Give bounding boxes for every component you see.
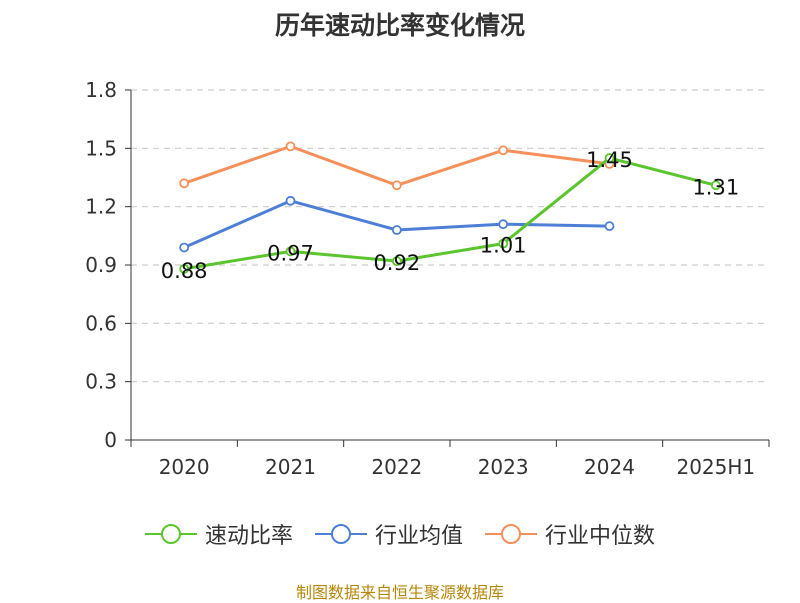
legend-item-industry-median[interactable]: 行业中位数 — [485, 518, 655, 550]
data-point — [604, 221, 615, 232]
series-line — [183, 144, 610, 187]
data-label: 1.45 — [586, 148, 633, 172]
x-tick-label: 2025H1 — [676, 455, 755, 479]
x-tick-label: 2024 — [584, 455, 635, 479]
data-label: 0.88 — [161, 259, 208, 283]
data-point — [179, 242, 190, 253]
x-tick-label: 2022 — [371, 455, 422, 479]
data-point — [498, 145, 509, 156]
legend-label-quick-ratio: 速动比率 — [204, 524, 293, 549]
data-point — [604, 153, 615, 163]
data-point — [710, 180, 721, 191]
y-tick-label: 1.5 — [85, 136, 117, 160]
chart-title: 历年速动比率变化情况 — [274, 11, 525, 40]
legend-swatch-industry-median — [485, 524, 537, 544]
x-tick-label: 2023 — [478, 455, 529, 479]
y-tick-label: 1.2 — [85, 195, 117, 219]
legend-label-industry-median: 行业中位数 — [545, 524, 656, 549]
y-tick-label: 0 — [104, 428, 117, 452]
x-tick-label: 2021 — [265, 455, 316, 479]
legend-swatch-quick-ratio — [144, 524, 197, 544]
data-point — [285, 195, 296, 206]
data-point — [391, 225, 402, 235]
data-point — [179, 263, 190, 274]
x-tick-label: 2020 — [159, 455, 210, 479]
y-tick-label: 1.8 — [85, 78, 117, 102]
data-label: 1.31 — [692, 175, 739, 199]
data-point — [391, 256, 402, 267]
data-label: 0.97 — [267, 241, 314, 265]
data-point — [285, 246, 296, 257]
y-tick-label: 0.9 — [85, 253, 117, 277]
legend-label-industry-mean: 行业均值 — [374, 524, 463, 549]
data-label: 1.01 — [480, 234, 527, 258]
data-point — [391, 180, 402, 191]
legend-item-industry-mean[interactable]: 行业均值 — [314, 518, 463, 550]
data-point — [498, 238, 509, 249]
data-point — [179, 178, 190, 189]
legend: 速动比率 行业均值 行业中位数 — [0, 518, 800, 550]
y-tick-label: 0.3 — [85, 370, 117, 394]
legend-item-quick-ratio[interactable]: 速动比率 — [144, 518, 293, 550]
y-tick-label: 0.6 — [85, 311, 117, 335]
data-point — [498, 219, 509, 230]
source-note: 制图数据来自恒生聚源数据库 — [295, 583, 504, 602]
series-line — [183, 156, 717, 271]
data-point — [285, 141, 296, 152]
data-label: 0.92 — [373, 251, 420, 275]
legend-swatch-industry-mean — [314, 524, 367, 544]
